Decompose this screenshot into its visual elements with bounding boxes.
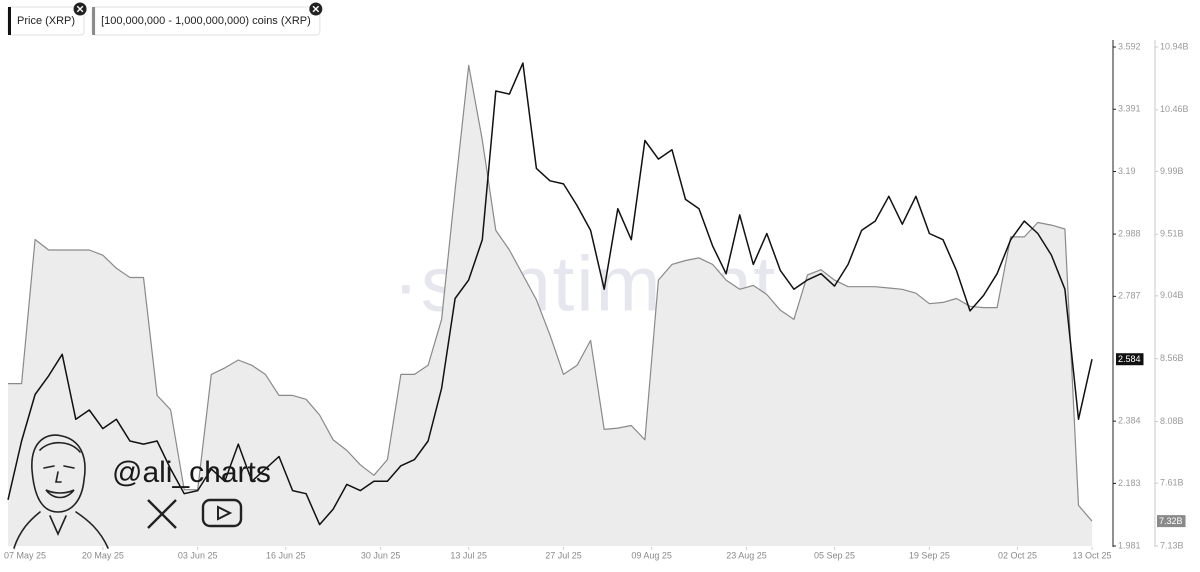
x-tick-label: 13 Jul 25 [450, 550, 487, 560]
y-tick-label: 2.988 [1118, 228, 1141, 238]
y2-tick-label: 7.61B [1160, 478, 1184, 488]
x-tick-label: 30 Jun 25 [361, 550, 401, 560]
x-tick-label: 09 Aug 25 [631, 550, 672, 560]
y-tick-label: 2.384 [1118, 416, 1141, 426]
series-line [7, 62, 1093, 526]
youtube-icon [201, 498, 243, 528]
axes: 1.981 2.183 2.384 2.787 2.988 3.19 3.391 3.592 7… [4, 40, 1189, 560]
current-value-label: 7.32B [1159, 516, 1183, 526]
series-area [8, 65, 1092, 547]
legend-item[interactable]: Price (XRP) [7, 2, 87, 36]
y-tick-label: 3.19 [1118, 166, 1136, 176]
avatar [13, 434, 109, 549]
series-line [8, 64, 1093, 522]
y2-tick-label: 8.08B [1160, 416, 1184, 426]
legend: Price (XRP) [100,000,000 - 1,000,000,000)… [7, 2, 323, 36]
x-tick-label: 23 Aug 25 [726, 550, 767, 560]
legend-swatch [92, 7, 96, 35]
close-cross[interactable] [76, 5, 84, 13]
x-tick-label: 07 May 25 [4, 550, 46, 560]
legend-label: [100,000,000 - 1,000,000,000) coins (XRP… [101, 15, 311, 27]
plot-area: ·santiment [7, 62, 1093, 547]
y2-tick-label: 9.51B [1160, 229, 1184, 239]
y-tick-label: 3.592 [1118, 41, 1141, 51]
current-value-label: 2.584 [1118, 354, 1141, 364]
current-value-box [1157, 515, 1186, 528]
y2-tick-label: 10.94B [1160, 41, 1189, 51]
x-tick-label: 02 Oct 25 [998, 550, 1037, 560]
x-icon [147, 499, 177, 529]
x-tick-label: 16 Jun 25 [266, 550, 306, 560]
y-tick-label: 1.981 [1118, 540, 1141, 550]
y-tick-label: 2.787 [1118, 291, 1141, 301]
x-tick-label: 27 Jul 25 [545, 550, 582, 560]
legend-close-button[interactable] [73, 2, 87, 16]
y-tick-label: 3.391 [1118, 104, 1141, 114]
x-tick-label: 03 Jun 25 [178, 550, 218, 560]
legend-item[interactable]: [100,000,000 - 1,000,000,000) coins (XRP… [91, 2, 323, 36]
branding: @ali_charts [13, 434, 271, 549]
y2-tick-label: 10.46B [1160, 104, 1189, 114]
y2-tick-label: 9.99B [1160, 166, 1184, 176]
x-tick-label: 19 Sep 25 [909, 550, 950, 560]
y2-tick-label: 9.04B [1160, 290, 1184, 300]
x-tick-label: 13 Oct 25 [1072, 550, 1111, 560]
y-tick-label: 2.183 [1118, 478, 1141, 488]
close-cross[interactable] [312, 5, 320, 13]
branding-handle: @ali_charts [112, 456, 271, 489]
current-value: 7.32B [1157, 515, 1186, 528]
x-tick-label: 20 May 25 [82, 550, 124, 560]
y2-tick-label: 8.56B [1160, 353, 1184, 363]
x-tick-label: 05 Sep 25 [814, 550, 855, 560]
legend-swatch [8, 7, 11, 35]
current-value-box [1116, 353, 1144, 366]
y2-tick-label: 7.13B [1160, 540, 1184, 550]
current-value: 2.584 [1116, 353, 1144, 366]
legend-close-button[interactable] [309, 2, 323, 16]
legend-label: Price (XRP) [17, 15, 75, 27]
